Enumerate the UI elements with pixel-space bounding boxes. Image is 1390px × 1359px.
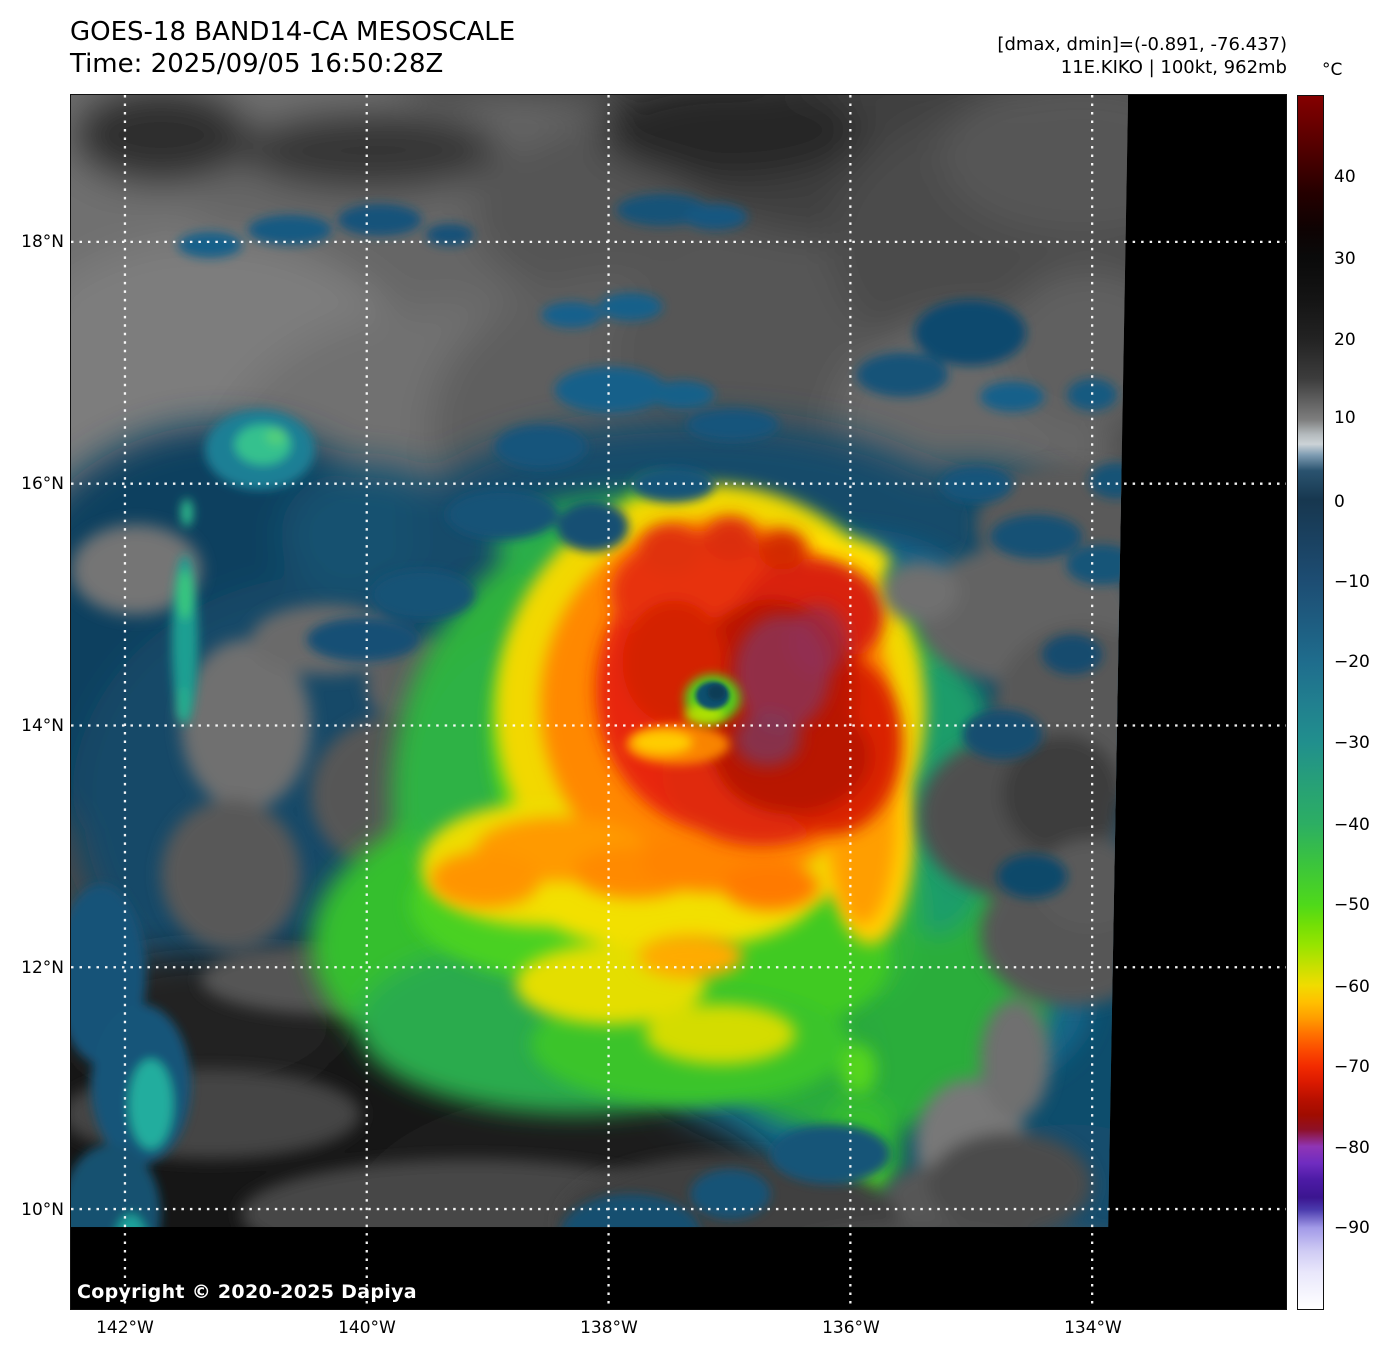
colorbar-unit: °C (1322, 60, 1343, 80)
lat-tick-10n: 10°N (21, 1200, 64, 1220)
colorbar-tick: −60 (1334, 977, 1370, 997)
satellite-data-region (71, 95, 1129, 1228)
colorbar-tick: −30 (1334, 733, 1370, 753)
small-blue-patches (71, 193, 1129, 1228)
lon-tick-138w: 138°W (580, 1318, 638, 1338)
annotation-storm-info: 11E.KIKO | 100kt, 962mb (1060, 57, 1287, 78)
lon-tick-136w: 136°W (822, 1318, 880, 1338)
satellite-image (71, 95, 1286, 1309)
lat-tick-16n: 16°N (21, 474, 64, 494)
annotation-block: [dmax, dmin]=(-0.891, -76.437) 11E.KIKO … (997, 33, 1287, 79)
colorbar-tick: −20 (1334, 652, 1370, 672)
lat-tick-18n: 18°N (21, 232, 64, 252)
title-block: GOES-18 BAND14-CA MESOSCALE Time: 2025/0… (70, 16, 515, 80)
colorbar-tick: −80 (1334, 1138, 1370, 1158)
coldest-maroon-layer (734, 604, 849, 767)
lon-tick-140w: 140°W (338, 1318, 396, 1338)
hurricane-eye (625, 674, 741, 765)
annotation-dmax-dmin: [dmax, dmin]=(-0.891, -76.437) (997, 34, 1287, 55)
colorbar (1297, 95, 1324, 1310)
colorbar-tick: −50 (1334, 895, 1370, 915)
colorbar-tick: −70 (1334, 1057, 1370, 1077)
colorbar-tick: 0 (1334, 492, 1345, 512)
plot-time: Time: 2025/09/05 16:50:28Z (70, 49, 444, 79)
teal-streaks (171, 409, 315, 725)
colorbar-tick: 40 (1334, 167, 1356, 187)
plot-title: GOES-18 BAND14-CA MESOSCALE (70, 17, 516, 47)
lon-tick-142w: 142°W (96, 1318, 154, 1338)
lat-tick-12n: 12°N (21, 958, 64, 978)
colorbar-tick: 20 (1334, 330, 1356, 350)
colorbar-tick: 10 (1334, 408, 1356, 428)
copyright-text: Copyright © 2020-2025 Dapiya (77, 1281, 417, 1303)
lon-tick-134w: 134°W (1064, 1318, 1122, 1338)
gridlines (71, 95, 1286, 1309)
colorbar-tick: −90 (1334, 1218, 1370, 1238)
colorbar-tick: −10 (1334, 572, 1370, 592)
map-plot: Copyright © 2020-2025 Dapiya (70, 94, 1287, 1310)
colorbar-tick: 30 (1334, 249, 1356, 269)
colorbar-tick: −40 (1334, 815, 1370, 835)
lat-tick-14n: 14°N (21, 716, 64, 736)
